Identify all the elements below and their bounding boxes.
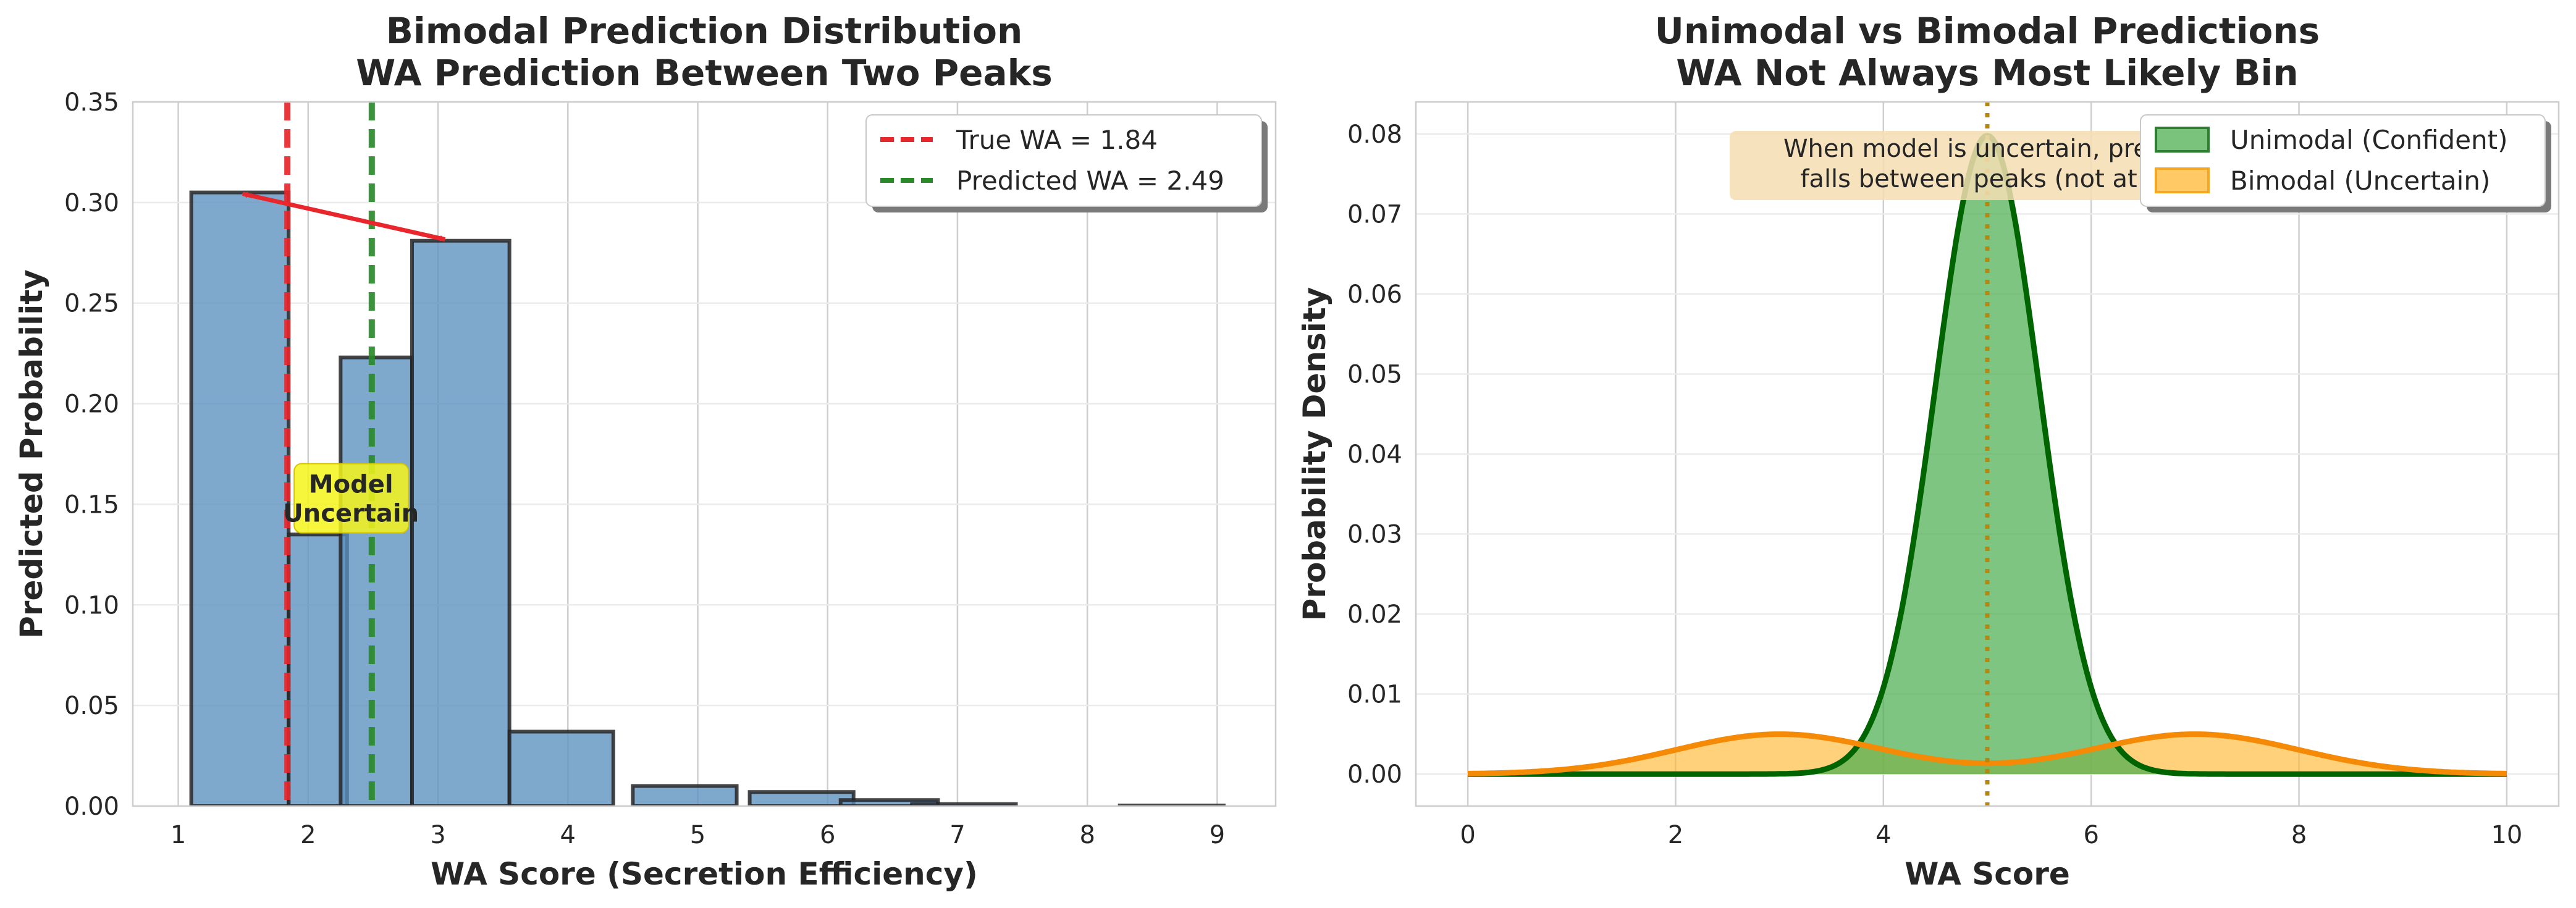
right-y-ticks: 0.00 0.01 0.02 0.03 0.04 0.05 0.06 0.07 0.08: [1347, 120, 1402, 789]
left-y-tick-label: 0.15: [64, 490, 119, 519]
left-x-tick-label: 9: [1210, 821, 1225, 849]
right-x-tick-label: 0: [1460, 821, 1475, 849]
model-uncertain-annotation: Model Uncertain: [283, 463, 419, 534]
left-x-tick-label: 3: [430, 821, 445, 849]
left-x-tick-label: 4: [560, 821, 576, 849]
histogram-bar: [410, 238, 511, 806]
left-legend: True WA = 1.84 Predicted WA = 2.49: [865, 114, 1268, 212]
right-x-ticks: 0 2 4 6 8 10: [1460, 821, 2522, 849]
left-y-tick-label: 0.20: [64, 390, 119, 419]
left-y-axis-label: Predicted Probability: [14, 269, 49, 639]
right-x-tick-label: 6: [2083, 821, 2098, 849]
histogram-bar: [747, 790, 856, 806]
legend-box: [865, 114, 1262, 207]
histogram-bar: [339, 355, 414, 806]
legend-unimodal-label: Unimodal (Confident): [2230, 125, 2508, 155]
annotation-box: [293, 463, 410, 534]
left-x-ticks: 1 2 3 4 5 6 7 8 9: [170, 821, 1225, 849]
right-y-tick-label: 0.04: [1347, 440, 1402, 469]
left-y-tick-label: 0.00: [64, 792, 119, 821]
right-x-tick-label: 8: [2291, 821, 2307, 849]
right-y-tick-label: 0.00: [1347, 760, 1402, 789]
peak-arrow: [241, 191, 447, 242]
right-y-tick-label: 0.07: [1347, 200, 1402, 229]
legend-box: [2140, 114, 2546, 207]
left-title-line2: WA Prediction Between Two Peaks: [356, 52, 1053, 94]
right-title-line1: Unimodal vs Bimodal Predictions: [1655, 10, 2320, 52]
left-title-line1: Bimodal Prediction Distribution: [386, 10, 1023, 52]
legend-bimodal-label: Bimodal (Uncertain): [2230, 166, 2490, 196]
right-y-tick-label: 0.03: [1347, 521, 1402, 549]
right-x-tick-label: 2: [1668, 821, 1683, 849]
bimodal-curve: [1467, 731, 2507, 776]
left-x-tick-label: 2: [300, 821, 316, 849]
left-y-tick-label: 0.05: [64, 692, 119, 720]
right-title-line2: WA Not Always Most Likely Bin: [1676, 52, 2298, 94]
right-x-axis-label: WA Score: [1905, 856, 2070, 892]
histogram-bar: [287, 532, 349, 806]
right-y-axis-label: Probability Density: [1297, 287, 1332, 621]
left-bars: [189, 190, 1226, 806]
right-legend: Unimodal (Confident) Bimodal (Uncertain): [2140, 114, 2551, 212]
annotation-text-line2: Uncertain: [283, 500, 419, 528]
legend-bimodal-swatch: [2155, 167, 2210, 193]
right-y-tick-label: 0.06: [1347, 280, 1402, 309]
left-chart: Bimodal Prediction Distribution WA Predi…: [14, 10, 1277, 892]
left-y-tick-label: 0.25: [64, 290, 119, 318]
right-chart: Unimodal vs Bimodal Predictions WA Not A…: [1297, 10, 2560, 892]
right-x-tick-label: 4: [1875, 821, 1891, 849]
right-y-tick-label: 0.08: [1347, 120, 1402, 149]
legend-predicted-wa-label: Predicted WA = 2.49: [956, 166, 1224, 196]
left-x-tick-label: 7: [949, 821, 965, 849]
left-plot-frame: [132, 101, 1277, 807]
left-y-ticks: 0.00 0.05 0.10 0.15 0.20 0.25 0.30 0.35: [64, 88, 119, 821]
left-y-tick-label: 0.35: [64, 88, 119, 117]
right-x-tick-label: 10: [2491, 821, 2522, 849]
annotation-text-line1: Model: [309, 471, 394, 499]
left-y-tick-label: 0.30: [64, 189, 119, 217]
left-x-tick-label: 8: [1079, 821, 1095, 849]
left-x-axis-label: WA Score (Secretion Efficiency): [431, 856, 978, 892]
legend-true-wa-label: True WA = 1.84: [956, 125, 1158, 155]
histogram-bar: [189, 190, 291, 806]
right-y-tick-label: 0.01: [1347, 681, 1402, 709]
legend-unimodal-swatch: [2155, 127, 2210, 153]
right-y-tick-label: 0.02: [1347, 600, 1402, 629]
left-x-tick-label: 1: [170, 821, 186, 849]
left-x-tick-label: 5: [690, 821, 705, 849]
left-x-tick-label: 6: [820, 821, 835, 849]
unimodal-fill: [1468, 135, 2507, 775]
right-plot-frame: [1415, 101, 2560, 807]
bimodal-fill: [1468, 734, 2507, 775]
histogram-bar: [507, 729, 615, 806]
histogram-bar: [631, 784, 739, 806]
left-y-tick-label: 0.10: [64, 591, 119, 620]
right-y-tick-label: 0.05: [1347, 360, 1402, 389]
